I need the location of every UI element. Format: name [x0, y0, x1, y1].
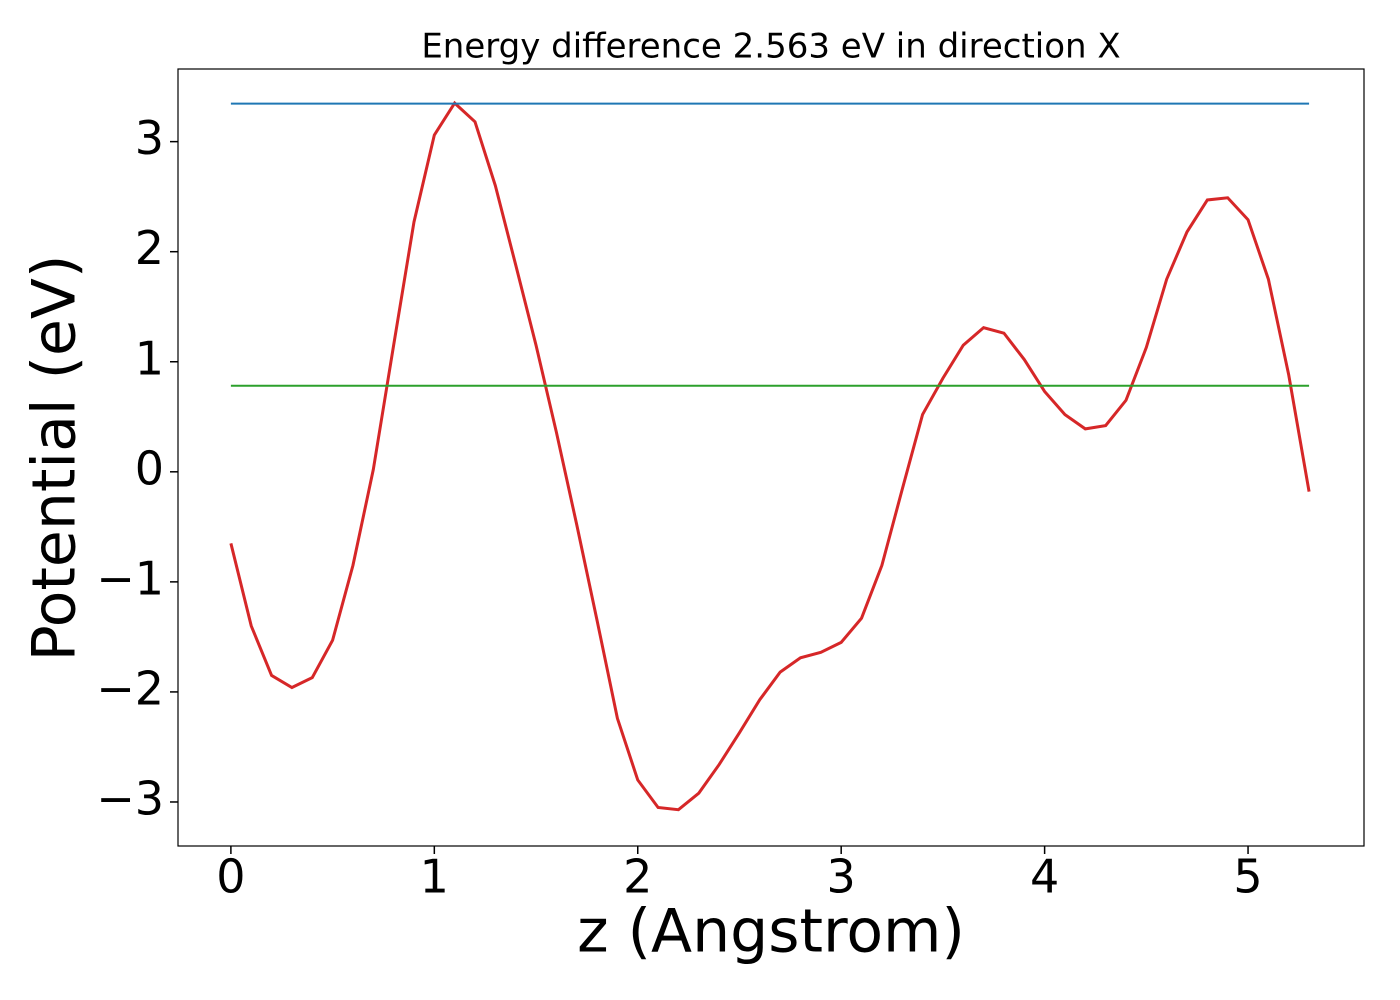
x-tick-label: 4: [1030, 850, 1059, 904]
x-tick-label: 2: [623, 850, 652, 904]
x-tick-label: 5: [1233, 850, 1262, 904]
y-axis-label: Potential (eV): [20, 255, 90, 662]
x-axis-label: z (Angstrom): [577, 897, 965, 967]
y-tick-label: 1: [135, 331, 164, 385]
series-line: [229, 100, 1311, 812]
y-tick-label: 2: [135, 221, 164, 275]
y-tick-label: 0: [135, 441, 164, 495]
y-tick-label: −3: [96, 771, 164, 825]
y-tick-label: 3: [135, 111, 164, 165]
x-tick-label: 3: [827, 850, 856, 904]
y-tick-label: −1: [96, 551, 164, 605]
y-tick-label: −2: [96, 661, 164, 715]
x-tick-label: 1: [420, 850, 449, 904]
x-tick-label: 0: [216, 850, 245, 904]
chart-title: Energy difference 2.563 eV in direction …: [421, 27, 1120, 67]
plot-frame: [177, 68, 1365, 847]
